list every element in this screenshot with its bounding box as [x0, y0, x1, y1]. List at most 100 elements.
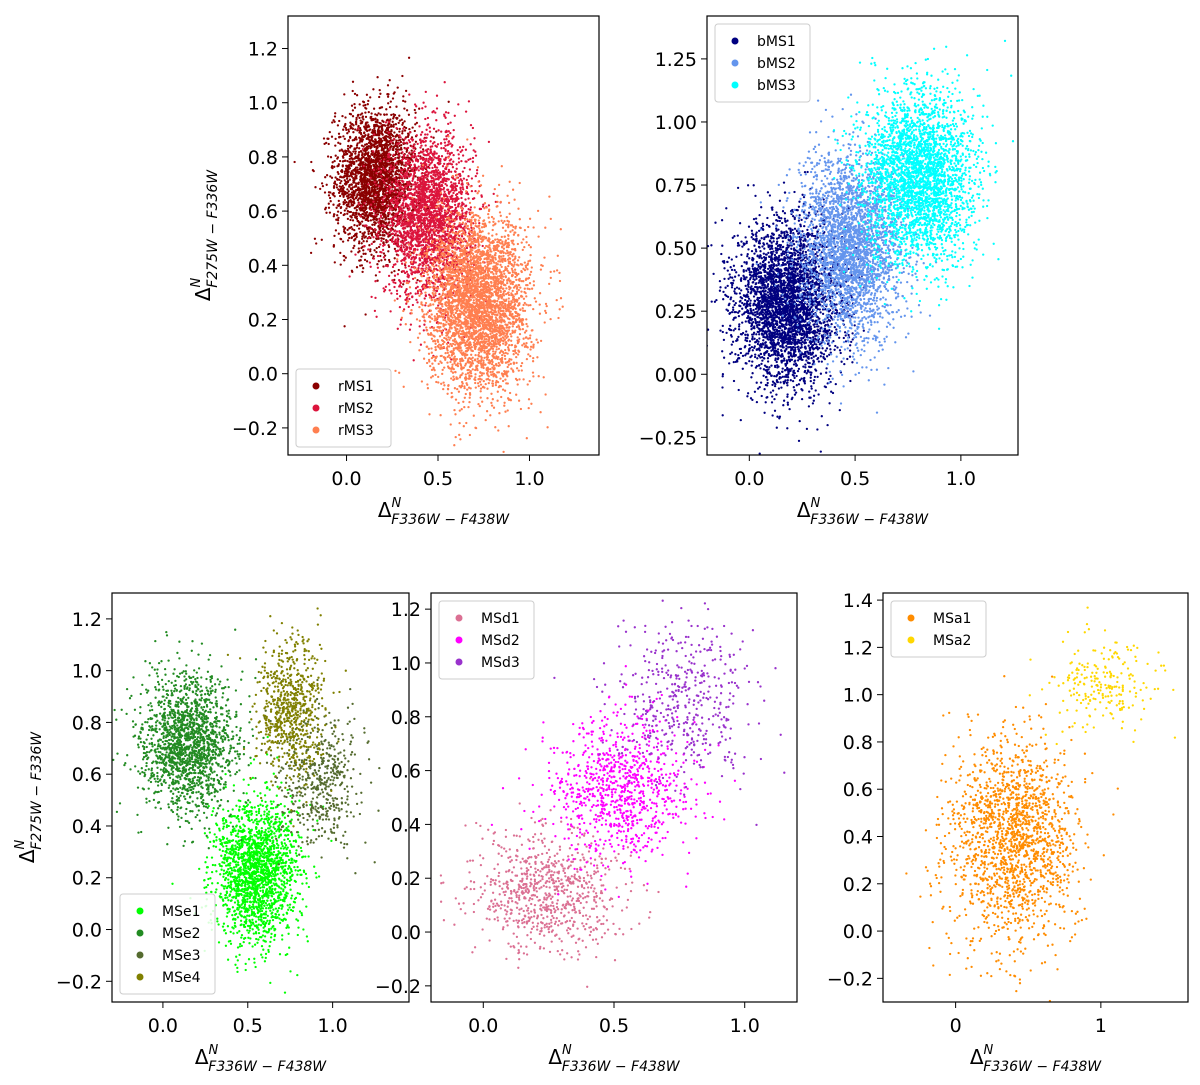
data-point	[374, 177, 378, 180]
data-point	[333, 182, 337, 185]
data-point	[413, 154, 416, 157]
data-point	[454, 182, 457, 186]
data-point	[416, 271, 420, 274]
data-point	[436, 213, 439, 216]
data-point	[428, 190, 431, 193]
data-point	[374, 280, 377, 283]
data-point	[372, 207, 375, 210]
data-point	[385, 197, 388, 200]
data-point	[390, 172, 393, 176]
data-point	[451, 137, 454, 140]
data-point	[433, 141, 436, 144]
data-point	[368, 180, 372, 183]
data-point	[364, 115, 368, 119]
data-point	[343, 209, 346, 212]
data-point	[370, 158, 373, 161]
data-point	[355, 144, 359, 147]
data-point	[369, 167, 373, 171]
data-point	[340, 185, 343, 189]
data-point	[422, 329, 425, 332]
data-point	[404, 157, 408, 161]
data-point	[353, 92, 357, 96]
data-point	[340, 179, 343, 183]
data-point	[402, 222, 405, 225]
data-point	[360, 182, 364, 186]
data-point	[409, 212, 413, 215]
data-point	[408, 217, 412, 220]
data-point	[381, 170, 384, 173]
data-point	[391, 217, 394, 220]
data-point	[373, 127, 376, 130]
data-point	[424, 105, 427, 108]
data-point	[417, 165, 420, 168]
data-point	[435, 188, 439, 191]
data-point	[377, 234, 380, 238]
data-point	[387, 274, 391, 278]
data-point	[397, 215, 401, 218]
data-point	[386, 95, 390, 98]
data-point	[411, 183, 414, 186]
data-point	[478, 221, 481, 225]
data-point	[380, 259, 383, 262]
data-point	[339, 181, 342, 185]
data-point	[344, 256, 347, 259]
data-point	[339, 206, 342, 210]
data-point	[422, 287, 425, 290]
data-point	[360, 174, 363, 177]
data-point	[353, 177, 356, 181]
data-point	[376, 144, 379, 148]
data-point	[389, 100, 392, 103]
data-point	[454, 185, 457, 188]
data-point	[372, 107, 376, 110]
data-point	[432, 211, 435, 214]
data-point	[382, 252, 386, 255]
data-point	[419, 133, 423, 136]
data-point	[372, 176, 375, 179]
data-point	[389, 136, 392, 140]
data-point	[366, 179, 370, 182]
data-point	[435, 219, 438, 222]
data-point	[332, 203, 335, 206]
data-point	[388, 260, 391, 264]
data-point	[375, 149, 378, 152]
data-point	[370, 152, 373, 155]
data-point	[394, 240, 397, 243]
data-point	[435, 184, 438, 187]
data-point	[327, 191, 331, 194]
data-point	[387, 143, 390, 147]
data-point	[363, 231, 366, 234]
data-point	[417, 176, 421, 179]
data-point	[383, 225, 386, 228]
data-point	[366, 103, 369, 106]
data-point	[474, 154, 478, 157]
data-point	[448, 153, 452, 156]
data-point	[362, 233, 365, 237]
data-point	[406, 222, 409, 225]
data-point	[376, 263, 379, 266]
data-point	[460, 191, 464, 194]
data-point	[403, 107, 406, 110]
data-point	[396, 146, 399, 149]
data-point	[334, 112, 337, 115]
data-point	[347, 167, 350, 170]
data-point	[365, 93, 369, 96]
data-point	[423, 219, 426, 223]
data-point	[362, 176, 366, 179]
data-point	[383, 200, 386, 203]
data-point	[359, 214, 362, 218]
data-point	[320, 182, 324, 185]
data-point	[439, 175, 442, 178]
data-point	[366, 216, 370, 219]
data-point	[373, 196, 376, 199]
data-point	[384, 146, 387, 150]
data-point	[403, 185, 406, 188]
data-point	[391, 189, 394, 193]
data-point	[377, 167, 380, 170]
data-point	[469, 143, 472, 146]
data-point	[375, 246, 378, 250]
data-point	[398, 127, 401, 131]
data-point	[447, 192, 451, 195]
data-point	[365, 240, 369, 243]
data-point	[494, 200, 497, 204]
data-point	[402, 227, 405, 230]
